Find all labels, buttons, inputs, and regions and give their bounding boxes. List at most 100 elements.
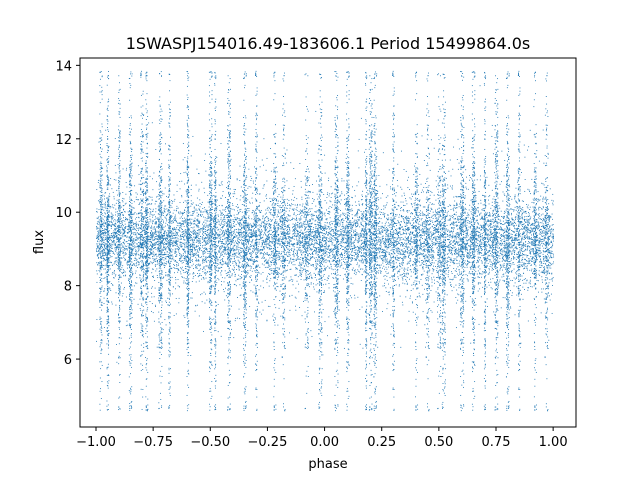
data-point	[288, 242, 290, 244]
data-point	[142, 237, 144, 239]
data-point	[160, 256, 162, 258]
data-point	[367, 204, 369, 205]
data-point	[376, 207, 377, 209]
data-point	[388, 169, 390, 171]
data-point	[383, 214, 385, 216]
data-point	[538, 217, 540, 219]
data-point	[219, 237, 221, 239]
data-point	[263, 225, 265, 226]
data-point	[212, 194, 214, 196]
data-point	[354, 271, 356, 273]
data-point	[415, 265, 417, 267]
data-point	[190, 255, 192, 257]
data-point	[407, 272, 409, 274]
data-point	[188, 241, 189, 243]
data-point	[104, 258, 105, 260]
data-point	[266, 240, 268, 242]
data-point	[363, 248, 365, 250]
data-point	[245, 200, 247, 202]
data-point	[170, 238, 172, 240]
data-point	[477, 239, 479, 241]
data-point	[118, 246, 120, 248]
data-point	[477, 243, 479, 245]
data-point	[276, 270, 278, 271]
data-point	[541, 261, 543, 263]
data-point	[176, 248, 178, 250]
data-point	[471, 262, 473, 264]
data-point	[141, 255, 143, 257]
data-point	[238, 250, 240, 252]
data-point	[429, 223, 431, 225]
data-point	[351, 226, 353, 227]
data-point	[279, 267, 280, 269]
data-point	[441, 223, 442, 225]
data-point	[185, 222, 187, 224]
data-point	[495, 249, 497, 251]
data-point	[196, 255, 198, 256]
data-point	[547, 222, 549, 223]
data-point	[397, 252, 399, 254]
data-point	[513, 252, 515, 254]
data-point	[503, 265, 505, 266]
data-point	[254, 250, 256, 252]
data-point	[107, 282, 109, 284]
data-point	[520, 264, 522, 266]
data-point	[200, 243, 202, 245]
data-point	[223, 250, 225, 252]
data-point	[230, 221, 232, 223]
data-point	[338, 200, 340, 202]
data-point	[254, 260, 256, 262]
data-point	[535, 230, 536, 231]
data-point	[189, 262, 191, 263]
data-point	[545, 230, 547, 232]
data-point	[329, 200, 331, 202]
data-point	[382, 262, 384, 264]
data-point	[287, 248, 289, 250]
data-point	[291, 259, 293, 260]
data-point	[334, 260, 336, 262]
data-point	[124, 211, 126, 213]
data-point	[277, 229, 279, 231]
data-point	[489, 213, 491, 215]
data-point	[240, 229, 242, 231]
data-point	[195, 237, 196, 238]
data-point	[486, 248, 488, 250]
data-point	[100, 253, 102, 255]
data-point	[151, 234, 153, 236]
data-point	[464, 245, 466, 247]
data-point	[353, 241, 355, 243]
data-point	[530, 224, 532, 226]
data-point	[97, 247, 99, 249]
data-point	[455, 224, 457, 226]
data-point	[194, 247, 195, 249]
data-point	[262, 249, 264, 251]
data-point	[299, 249, 300, 251]
data-point	[277, 243, 279, 245]
data-point	[242, 249, 244, 251]
data-point	[371, 228, 373, 230]
data-point	[530, 251, 531, 253]
data-point	[189, 219, 191, 221]
data-point	[499, 219, 501, 221]
data-point	[257, 245, 259, 247]
data-point	[476, 262, 477, 264]
data-point	[365, 213, 367, 215]
data-point	[188, 267, 190, 269]
data-point	[487, 273, 489, 275]
data-point	[396, 265, 398, 267]
data-point	[291, 261, 293, 263]
data-point	[501, 244, 503, 246]
data-point	[317, 223, 319, 225]
data-point	[114, 262, 116, 264]
data-point	[163, 209, 165, 211]
data-point	[233, 233, 235, 235]
data-point	[395, 245, 397, 247]
data-point	[404, 217, 406, 219]
data-point	[119, 269, 121, 271]
data-point	[450, 230, 452, 232]
data-point	[533, 239, 535, 241]
data-point	[511, 217, 513, 219]
data-point	[299, 234, 301, 236]
data-point	[316, 231, 318, 233]
data-point	[541, 245, 543, 247]
